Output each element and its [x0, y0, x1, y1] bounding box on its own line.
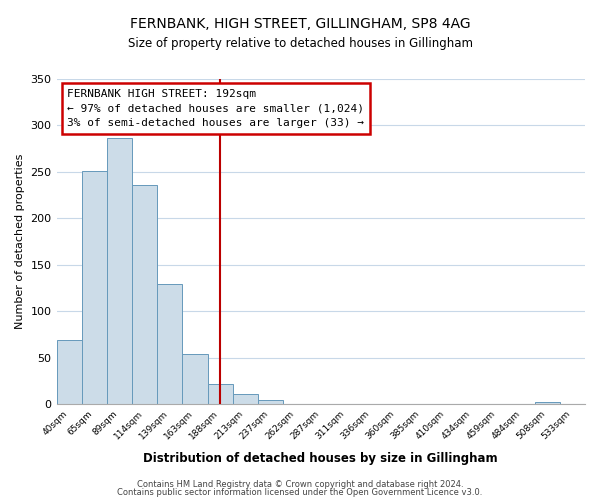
Bar [56, 340, 82, 404]
Text: Size of property relative to detached houses in Gillingham: Size of property relative to detached ho… [128, 38, 473, 51]
Bar [208, 384, 233, 404]
Bar [233, 394, 258, 404]
Text: Contains public sector information licensed under the Open Government Licence v3: Contains public sector information licen… [118, 488, 482, 497]
Text: Contains HM Land Registry data © Crown copyright and database right 2024.: Contains HM Land Registry data © Crown c… [137, 480, 463, 489]
Text: FERNBANK, HIGH STREET, GILLINGHAM, SP8 4AG: FERNBANK, HIGH STREET, GILLINGHAM, SP8 4… [130, 18, 470, 32]
Bar [107, 138, 132, 404]
Bar [157, 284, 182, 404]
Bar [182, 354, 208, 404]
Y-axis label: Number of detached properties: Number of detached properties [15, 154, 25, 329]
Bar [258, 400, 283, 404]
Bar [132, 185, 157, 404]
X-axis label: Distribution of detached houses by size in Gillingham: Distribution of detached houses by size … [143, 452, 498, 465]
Text: FERNBANK HIGH STREET: 192sqm
← 97% of detached houses are smaller (1,024)
3% of : FERNBANK HIGH STREET: 192sqm ← 97% of de… [67, 88, 364, 128]
Bar [82, 171, 107, 404]
Bar [535, 402, 560, 404]
